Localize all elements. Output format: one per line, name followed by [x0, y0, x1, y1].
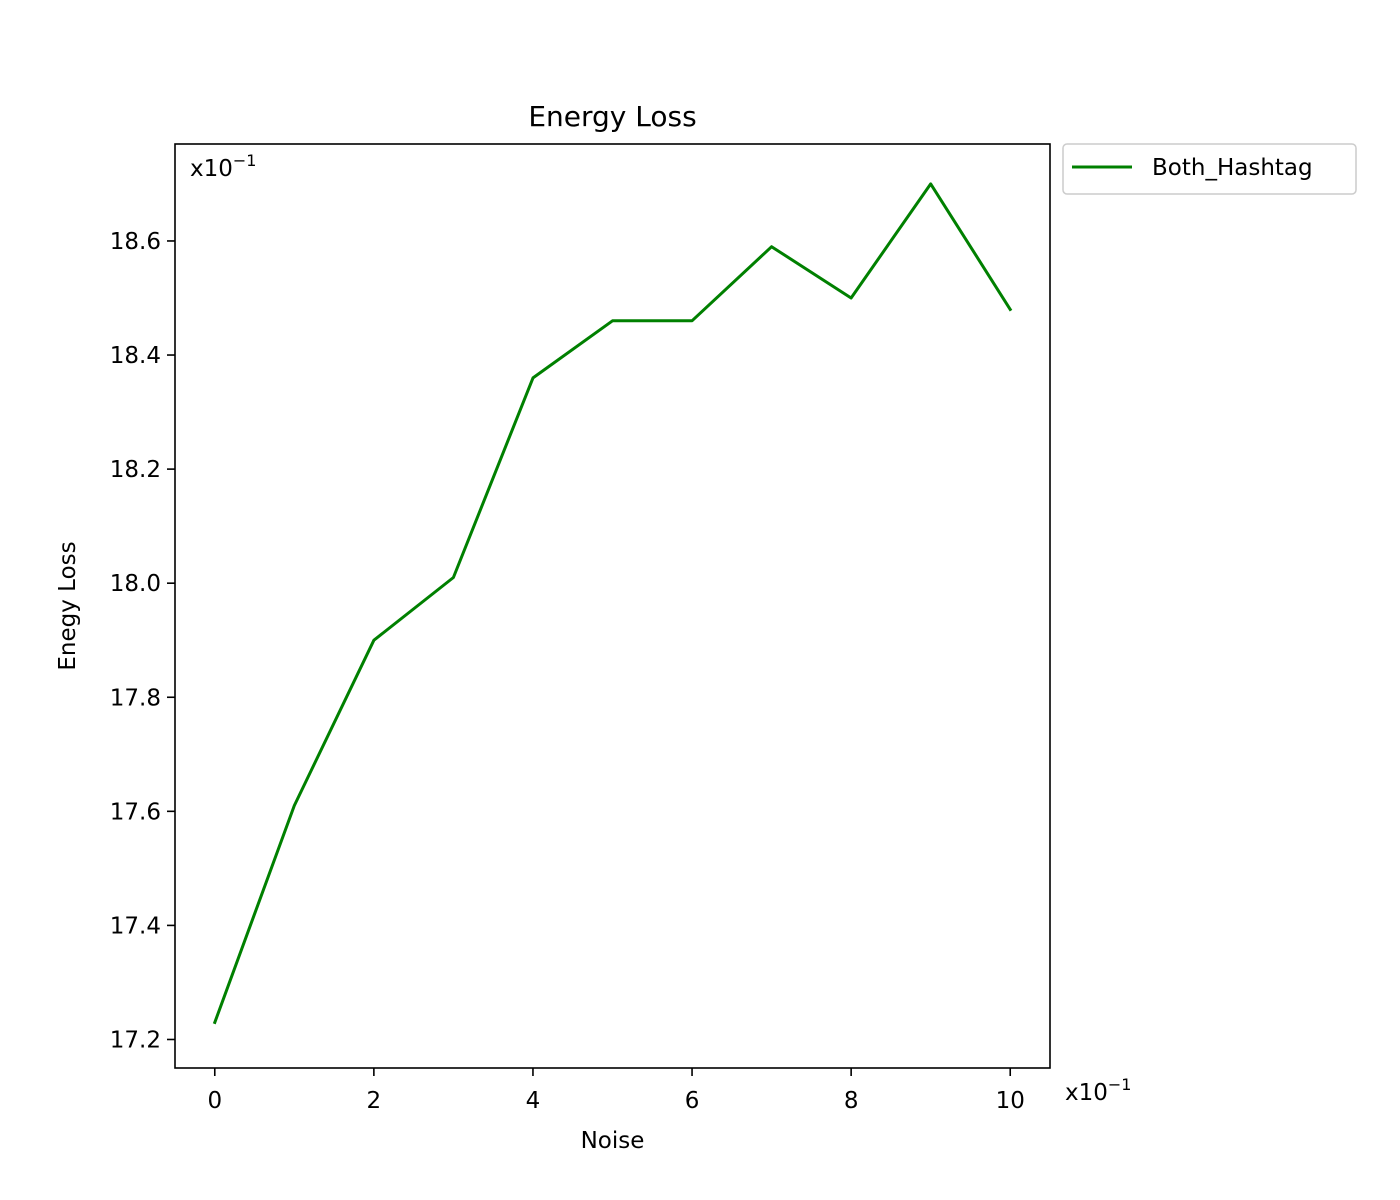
y-tick-label: 17.6: [110, 799, 161, 825]
y-tick-label: 17.4: [110, 913, 161, 939]
x-tick-label: 2: [367, 1088, 382, 1114]
y-multiplier-exponent: −1: [233, 151, 257, 170]
y-multiplier-base: x10: [190, 156, 233, 182]
legend: Both_Hashtag: [1062, 143, 1357, 195]
y-axis-label: Enegy Loss: [55, 541, 81, 670]
y-tick-label: 18.6: [110, 229, 161, 255]
y-tick-label: 17.2: [110, 1027, 161, 1053]
x-tick-label: 4: [526, 1088, 541, 1114]
x-tick-label: 10: [996, 1088, 1025, 1114]
plot-frame: [174, 143, 1051, 1069]
x-tick-label: 6: [685, 1088, 700, 1114]
y-axis-ticks: 17.2 17.4 17.6 17.8 18.0 18.2 18.4 18.6: [110, 229, 175, 1053]
y-axis-multiplier: x10−1: [190, 151, 256, 182]
legend-box: [1062, 143, 1357, 195]
x-axis-label: Noise: [581, 1128, 645, 1154]
x-multiplier-base: x10: [1065, 1080, 1108, 1106]
y-tick-label: 18.2: [110, 457, 161, 483]
y-tick-label: 18.0: [110, 571, 161, 597]
y-tick-label: 17.8: [110, 685, 161, 711]
legend-label-both-hashtag: Both_Hashtag: [1152, 155, 1313, 181]
x-tick-label: 8: [844, 1088, 859, 1114]
x-tick-label: 0: [207, 1088, 222, 1114]
series-line-both-hashtag: [212, 182, 1013, 1025]
chart-title: Energy Loss: [528, 100, 696, 133]
y-tick-label: 18.4: [110, 343, 161, 369]
x-axis-multiplier: x10−1: [1065, 1075, 1131, 1106]
x-multiplier-exponent: −1: [1108, 1075, 1132, 1094]
x-axis-ticks: 0 2 4 6 8 10: [207, 1068, 1025, 1114]
series-layer: [212, 182, 1013, 1025]
